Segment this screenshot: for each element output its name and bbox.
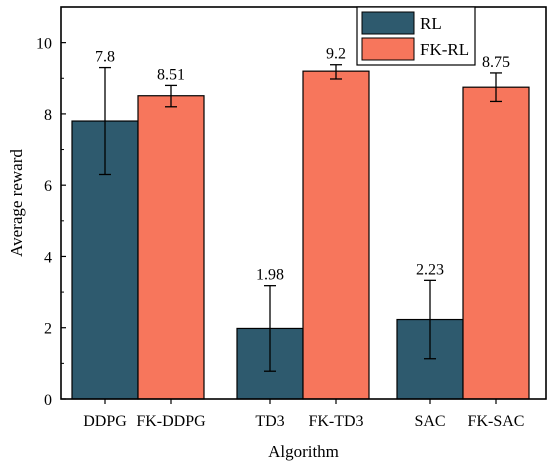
legend-swatch-rl (361, 11, 415, 35)
data-labels-layer: 7.8 8.51 1.98 9.2 2.23 8.75 (95, 46, 510, 284)
y-tick-label-0: 0 (44, 392, 52, 409)
data-label-fk-sac: 8.75 (482, 54, 510, 71)
y-tick-label-8: 8 (44, 107, 52, 124)
data-label-sac: 2.23 (416, 261, 444, 278)
x-ticks-layer: DDPG FK-DDPG TD3 FK-TD3 SAC FK-SAC (83, 399, 524, 430)
x-tick-label-td3: TD3 (255, 413, 284, 430)
x-tick-label-fk-td3: FK-TD3 (308, 413, 363, 430)
y-tick-label-6: 6 (44, 178, 52, 195)
plot-frame (60, 6, 547, 400)
data-label-fk-ddpg: 8.51 (157, 66, 185, 83)
y-ticks-layer: 0 2 4 6 8 10 (36, 36, 66, 409)
x-axis-title: Algorithm (268, 442, 339, 461)
error-bars-layer (99, 64, 502, 372)
legend-label-fk-rl: FK-RL (420, 40, 469, 59)
data-label-fk-td3: 9.2 (326, 46, 346, 63)
legend: RL FK-RL (356, 6, 476, 66)
data-label-ddpg: 7.8 (95, 49, 115, 66)
y-tick-label-4: 4 (44, 249, 52, 266)
bar-fk-td3 (302, 70, 370, 400)
legend-swatch-fk-rl (361, 37, 415, 61)
bars-layer (71, 70, 530, 400)
y-axis-title: Average reward (7, 149, 26, 257)
legend-label-rl: RL (420, 14, 442, 33)
x-tick-label-sac: SAC (414, 413, 445, 430)
x-tick-label-fk-sac: FK-SAC (468, 413, 525, 430)
y-tick-label-2: 2 (44, 321, 52, 338)
bar-fk-sac (462, 86, 530, 400)
data-label-td3: 1.98 (256, 267, 284, 284)
x-tick-label-ddpg: DDPG (83, 413, 127, 430)
y-tick-label-10: 10 (36, 36, 52, 53)
x-tick-label-fk-ddpg: FK-DDPG (136, 413, 206, 430)
bar-fk-ddpg (137, 95, 205, 400)
